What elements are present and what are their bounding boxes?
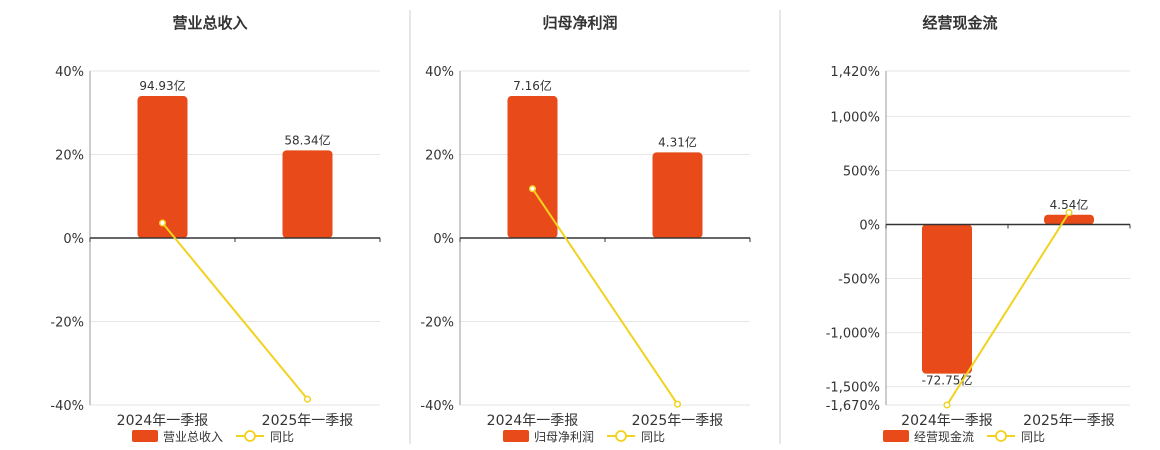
bar xyxy=(922,224,972,374)
yoy-point xyxy=(303,395,312,403)
y-tick-label: -20% xyxy=(50,316,84,331)
chart-panel-2: 归母净利润 40% 20% 0% -20% -40% 7.16亿 4.31亿 2024年一季报 2… xyxy=(420,14,751,444)
data-label: 4.31亿 xyxy=(658,134,697,149)
bar xyxy=(652,152,703,238)
y-tick-label: -40% xyxy=(50,399,84,414)
legend-line-marker xyxy=(615,430,627,442)
yoy-point xyxy=(528,185,537,193)
data-label: 4.54亿 xyxy=(1050,197,1089,212)
yoy-line xyxy=(946,212,1070,406)
y-tick-label: -1,500% xyxy=(826,381,880,396)
legend-bar-swatch xyxy=(132,430,158,442)
y-tick-label: 1,420% xyxy=(830,65,880,80)
legend-label: 同比 xyxy=(270,430,294,444)
x-tick-label: 2024年一季报 xyxy=(117,413,209,429)
yoy-line xyxy=(531,188,679,405)
y-tick-label: -1,000% xyxy=(826,327,880,342)
y-tick-label: 0% xyxy=(433,232,454,247)
y-tick-label: 40% xyxy=(55,65,84,80)
x-tick-label: 2025年一季报 xyxy=(262,413,354,429)
x-tick-label: 2025年一季报 xyxy=(632,413,724,429)
yoy-point xyxy=(158,219,167,227)
y-tick-label: 20% xyxy=(425,149,454,164)
legend-bar-swatch xyxy=(503,430,529,442)
chart-title: 归母净利润 xyxy=(542,14,617,32)
legend-line-marker xyxy=(995,430,1007,442)
legend-label: 同比 xyxy=(1021,430,1045,444)
chart-title: 营业总收入 xyxy=(172,14,247,32)
x-tick-label: 2024年一季报 xyxy=(487,413,579,429)
legend-line-marker xyxy=(244,430,256,442)
data-label: 58.34亿 xyxy=(284,132,330,147)
y-tick-label: 0% xyxy=(63,232,84,247)
y-tick-label: -500% xyxy=(838,273,880,288)
legend-label: 经营现金流 xyxy=(914,429,974,444)
y-tick-label: 0% xyxy=(859,218,880,233)
bar xyxy=(137,96,188,238)
data-label: -72.75亿 xyxy=(922,373,973,388)
data-label: 7.16亿 xyxy=(513,78,552,93)
y-tick-label: -1,670% xyxy=(826,399,880,414)
bar xyxy=(507,96,558,238)
x-tick-label: 2025年一季报 xyxy=(1023,413,1115,429)
legend-label: 营业总收入 xyxy=(163,430,223,444)
bar xyxy=(282,150,333,238)
y-tick-label: 1,000% xyxy=(830,110,880,125)
yoy-point xyxy=(943,401,951,409)
y-tick-label: -40% xyxy=(420,399,454,414)
yoy-point xyxy=(673,400,682,408)
chart-title: 经营现金流 xyxy=(922,14,997,32)
y-tick-label: 40% xyxy=(425,65,454,80)
bar xyxy=(1044,214,1094,225)
y-tick-label: -20% xyxy=(420,316,454,331)
y-tick-label: 20% xyxy=(55,149,84,164)
legend-bar-swatch xyxy=(883,430,909,442)
x-tick-label: 2024年一季报 xyxy=(901,413,993,429)
chart-panel-1: 营业总收入 40% 20% 0% -20% -40% 94.93亿 58.34亿 2024年一季… xyxy=(50,14,381,444)
legend-label: 归母净利润 xyxy=(534,430,594,444)
chart-panel-3: 经营现金流 1,420% 1,000% 500% 0% -500% -1,000% -1,50… xyxy=(826,14,1131,444)
yoy-point xyxy=(1065,209,1073,217)
y-tick-label: 500% xyxy=(843,164,880,179)
legend-label: 同比 xyxy=(641,430,665,444)
data-label: 94.93亿 xyxy=(139,78,185,93)
yoy-line xyxy=(161,222,309,400)
